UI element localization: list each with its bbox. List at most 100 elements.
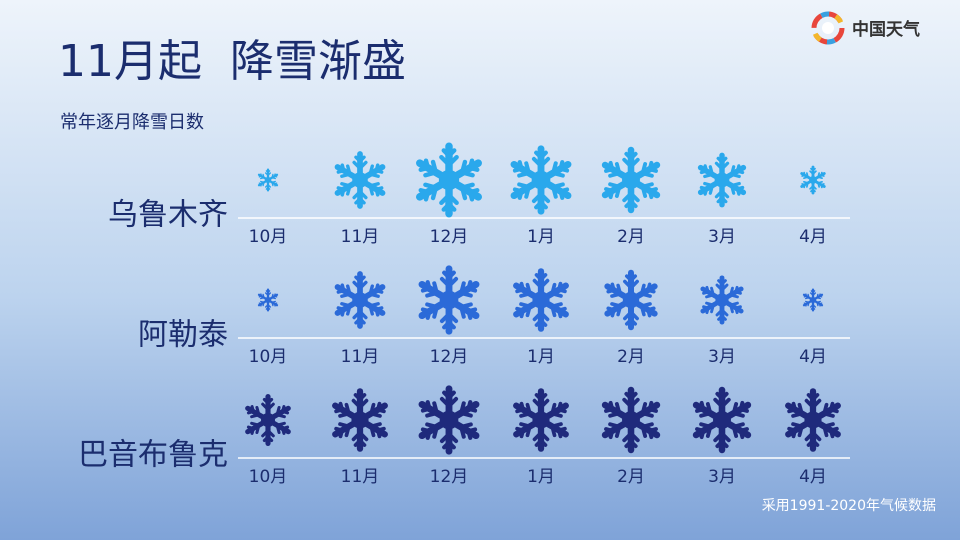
snowflake-branch: [525, 282, 532, 296]
snowflake-branch: [729, 303, 734, 314]
snowflake-branch: [816, 301, 819, 307]
snowflake-branch: [624, 199, 633, 209]
chart-title: 11月起 降雪渐盛: [58, 36, 406, 87]
snowflake-branch: [604, 187, 615, 193]
snowflake-core: [264, 176, 272, 184]
snowflake: [513, 388, 569, 452]
snowflake-branch: [640, 411, 654, 418]
snowflake-branch: [811, 398, 822, 409]
snowflake-branch: [346, 284, 352, 296]
snowflake-branch: [338, 422, 351, 429]
snowflake-branch: [439, 432, 452, 444]
snowflake-core: [804, 411, 822, 429]
month-label: 10月: [249, 347, 288, 367]
snowflake-branch: [439, 193, 452, 206]
snowflake-branch: [550, 411, 563, 418]
snowflake: [785, 388, 841, 452]
snowflake-branch: [352, 310, 362, 320]
snowflake-branch: [459, 290, 473, 298]
snowflake-branch: [446, 276, 459, 288]
snowflake-branch: [346, 164, 352, 176]
snowflake-branch: [720, 397, 731, 409]
snowflake-branch: [608, 160, 615, 172]
snowflake: [418, 385, 480, 455]
snowflake-branch: [735, 169, 745, 175]
month-label: 11月: [341, 347, 380, 367]
snowflake-branch: [629, 157, 640, 169]
snowflake-branch: [273, 295, 278, 298]
snowflake-branch: [534, 318, 543, 327]
snowflake-branch: [340, 302, 352, 308]
snowflake-branch: [551, 184, 558, 199]
snowflake-branch: [466, 309, 473, 320]
snowflake-branch: [369, 424, 376, 438]
snowflake-branch: [374, 168, 384, 174]
snowflake-branch: [354, 317, 362, 325]
snowflake-branch: [640, 171, 654, 178]
snowflake-branch: [809, 185, 814, 190]
month-label: 11月: [341, 467, 380, 487]
snowflake-branch: [731, 411, 745, 418]
snowflake-branch: [623, 310, 633, 321]
logo-icon: [811, 11, 845, 45]
snowflake-core: [532, 411, 550, 429]
snowflake-branch: [517, 182, 531, 190]
snowflake-branch: [822, 424, 829, 438]
snowflake: [513, 268, 569, 332]
snowflake-branch: [539, 273, 548, 282]
snowflake: [510, 145, 572, 215]
snowflake-branch: [622, 431, 633, 443]
snowflake-branch: [810, 188, 814, 193]
snowflake-branch: [358, 275, 366, 283]
snowflake: [245, 394, 291, 446]
snowflake-branch: [358, 160, 368, 170]
snowflake-branch: [442, 440, 452, 450]
snowflake-branch: [614, 402, 622, 416]
snowflake-core: [714, 172, 730, 188]
snowflake-branch: [336, 306, 346, 312]
snowflake-branch: [459, 410, 473, 418]
snowflake-branch: [646, 288, 656, 294]
snowflake-branch: [368, 172, 380, 178]
snowflake-branch: [812, 292, 817, 296]
month-label: 3月: [708, 347, 736, 367]
snowflake-branch: [258, 182, 263, 185]
snowflake-branch: [358, 398, 369, 409]
snowflake-branch: [803, 171, 806, 177]
snowflake-branch: [539, 393, 548, 402]
snowflake: [800, 165, 826, 195]
snowflake-branch: [512, 187, 524, 194]
snowflake-branch: [261, 429, 270, 438]
snowflake-branch: [432, 281, 439, 296]
snowflake-branch: [729, 293, 739, 299]
snowflake-branch: [699, 185, 709, 191]
snowflake-branch: [624, 439, 633, 449]
snowflake-branch: [340, 182, 352, 188]
snowflake-branch: [260, 300, 265, 304]
snowflake-branch: [608, 182, 622, 189]
snowflake-branch: [267, 290, 271, 294]
snowflake-branch: [250, 421, 261, 427]
snowflake-branch: [260, 293, 263, 297]
snowflake-core: [809, 296, 817, 304]
snowflake-branch: [281, 426, 286, 435]
snowflake-branch: [519, 302, 532, 309]
snowflake-branch: [534, 200, 544, 210]
snowflake-branch: [266, 397, 274, 405]
snowflake-branch: [439, 312, 452, 324]
snowflake-branch: [430, 159, 439, 175]
snowflake-branch: [338, 401, 345, 412]
snowflake-branch: [708, 165, 714, 177]
snowflake: [334, 151, 386, 209]
snowflake-core: [260, 412, 276, 428]
snowflake-branch: [459, 304, 466, 319]
snowflake-branch: [812, 170, 817, 175]
snowflake-branch: [368, 184, 374, 196]
snowflake-branch: [281, 410, 290, 415]
month-label: 3月: [708, 227, 736, 247]
chart-subtitle: 常年逐月降雪日数: [60, 112, 204, 133]
month-label: 12月: [430, 227, 469, 247]
snowflake-branch: [352, 190, 362, 200]
snowflake-branch: [822, 411, 835, 418]
